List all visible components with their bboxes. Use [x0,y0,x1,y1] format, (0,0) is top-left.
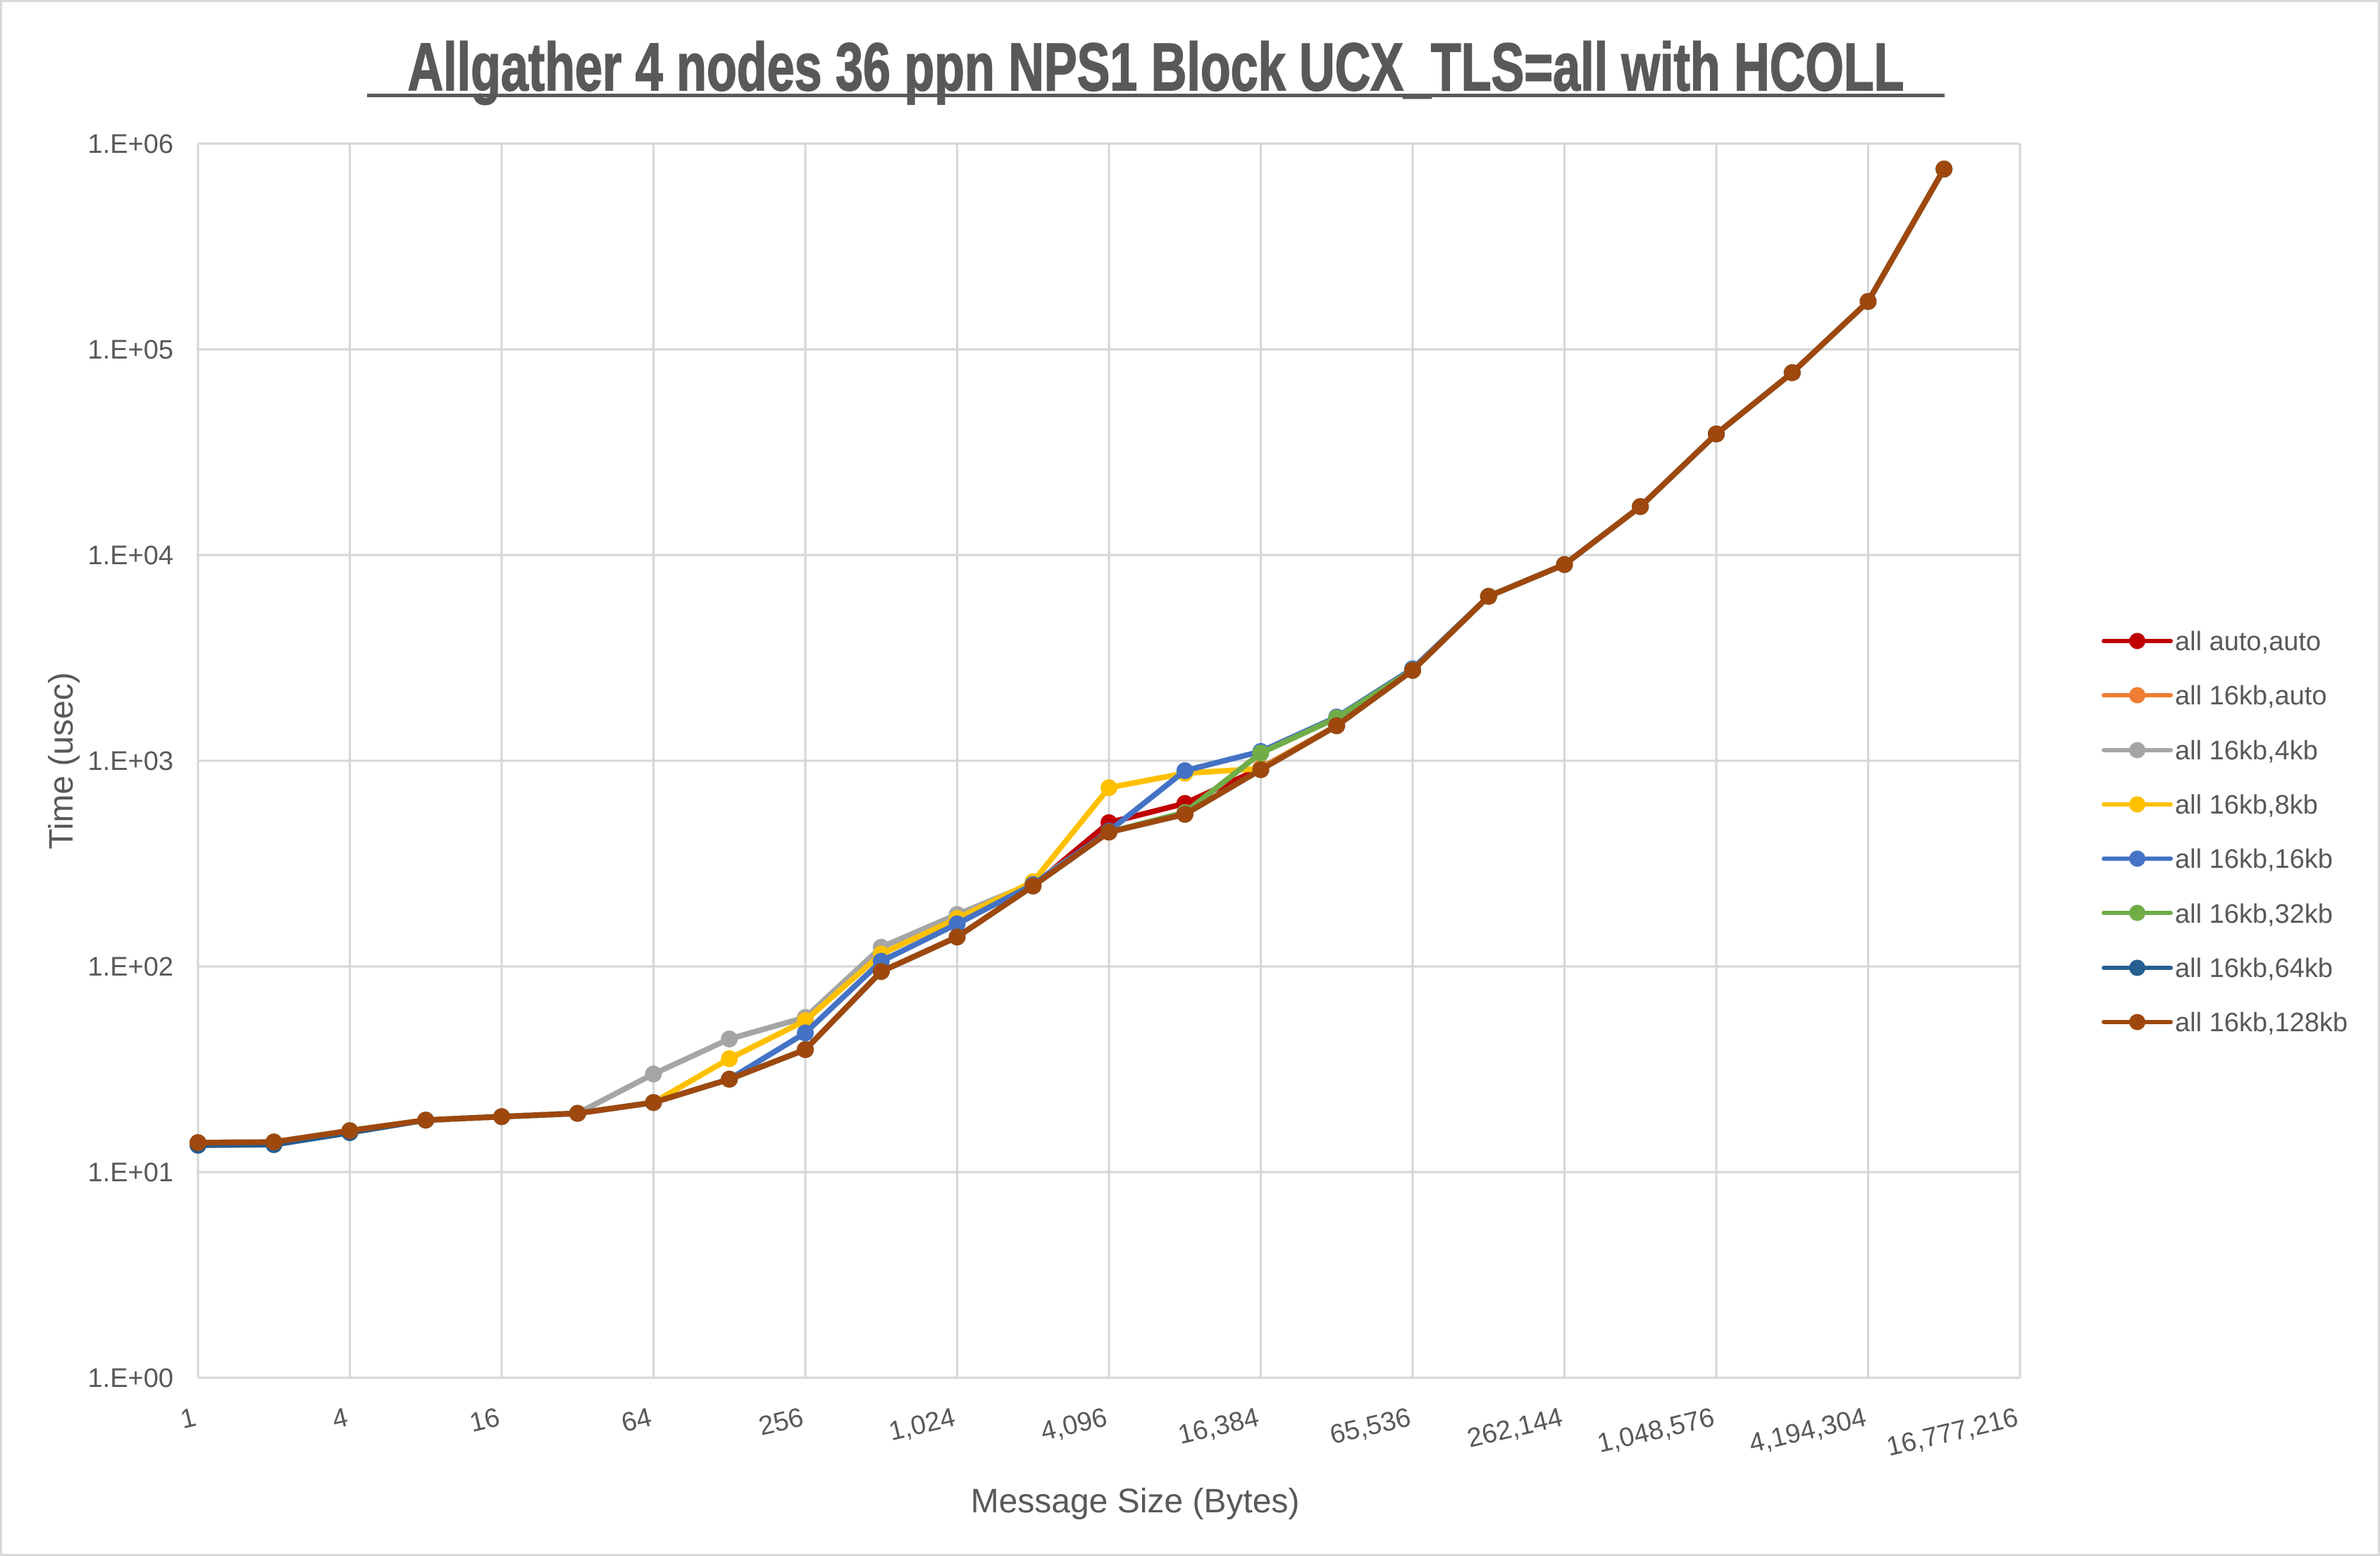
svg-text:all auto,auto: all auto,auto [2175,627,2321,656]
svg-text:1.E+04: 1.E+04 [88,541,174,571]
svg-text:all 16kb,64kb: all 16kb,64kb [2175,954,2333,983]
svg-text:all 16kb,32kb: all 16kb,32kb [2175,900,2333,929]
svg-text:1.E+06: 1.E+06 [88,130,174,159]
svg-text:all 16kb,8kb: all 16kb,8kb [2175,790,2318,820]
svg-text:Time (usec): Time (usec) [43,672,80,849]
svg-text:all 16kb,128kb: all 16kb,128kb [2175,1008,2348,1038]
svg-text:1.E+00: 1.E+00 [88,1364,174,1393]
svg-text:64: 64 [619,1402,655,1438]
svg-text:all 16kb,auto: all 16kb,auto [2175,681,2327,711]
svg-text:1.E+01: 1.E+01 [88,1158,174,1188]
svg-text:16: 16 [466,1402,502,1438]
svg-text:all 16kb,4kb: all 16kb,4kb [2175,736,2318,766]
svg-text:Message Size (Bytes): Message Size (Bytes) [971,1483,1300,1520]
svg-text:all 16kb,16kb: all 16kb,16kb [2175,845,2333,874]
svg-text:1.E+03: 1.E+03 [88,747,174,776]
svg-text:1.E+05: 1.E+05 [88,335,174,365]
svg-text:1.E+02: 1.E+02 [88,952,174,982]
svg-text:Allgather 4 nodes 36 ppn NPS1: Allgather 4 nodes 36 ppn NPS1 Block UCX_… [408,29,1904,104]
